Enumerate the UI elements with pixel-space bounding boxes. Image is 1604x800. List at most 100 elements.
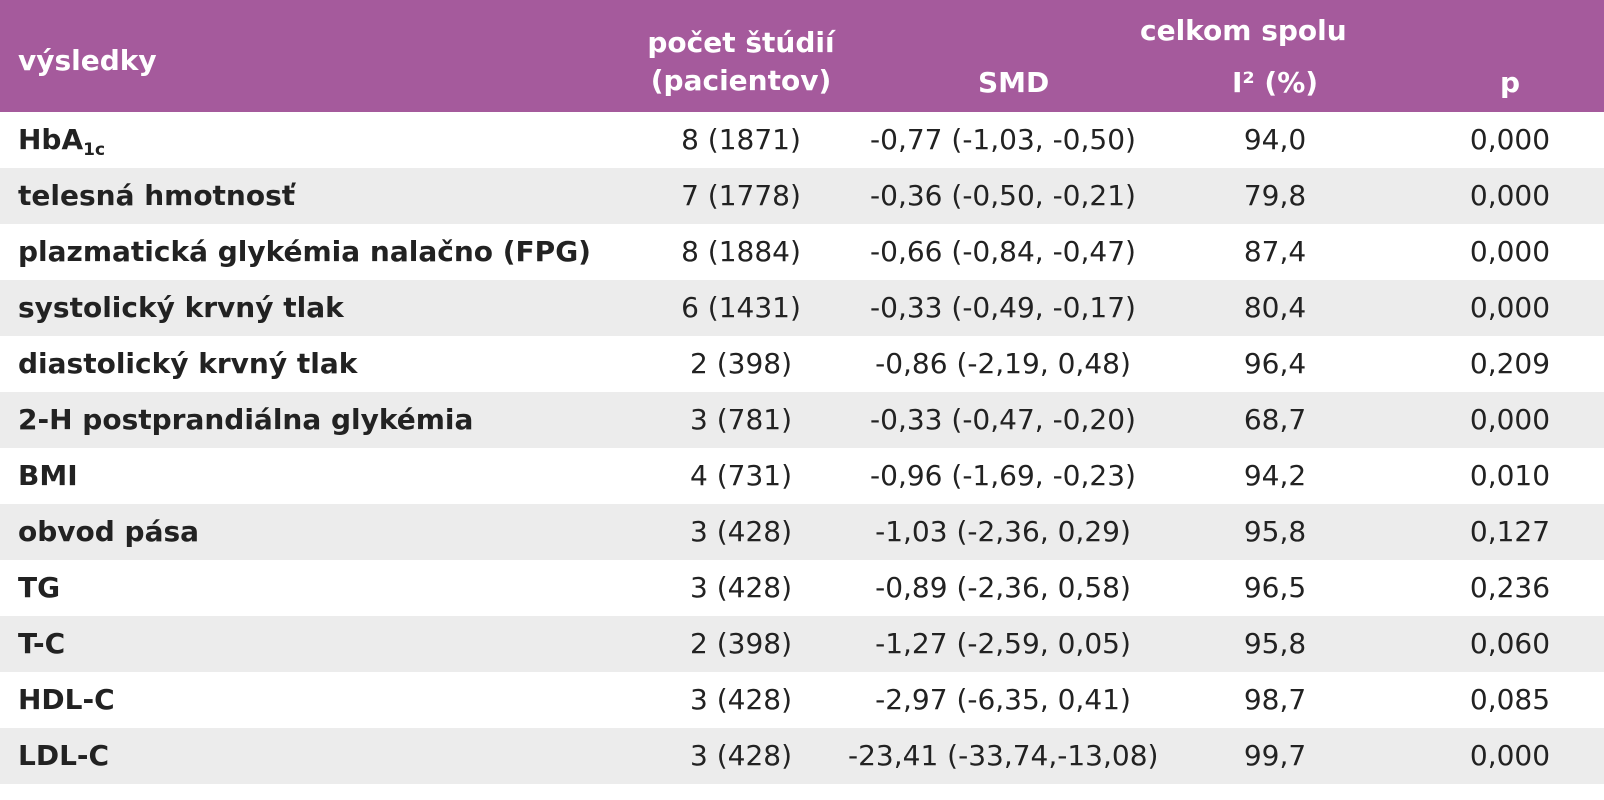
cell-i2-text: 94,0 — [1243, 123, 1307, 156]
cell-smd: -0,66 (-0,84, -0,47) — [848, 224, 1158, 280]
cell-outcome-text: TG — [18, 571, 61, 604]
cell-smd: -23,41 (-33,74,-13,08) — [848, 728, 1158, 784]
cell-outcome-text: obvod pása — [18, 515, 200, 548]
outcome-subscript: 1c — [83, 140, 106, 160]
cell-study-count-text: 7 (1778) — [681, 179, 801, 212]
cell-i2: 79,8 — [1195, 168, 1355, 224]
cell-study-count: 8 (1871) — [636, 112, 846, 168]
cell-outcome: HbA1c — [18, 112, 105, 168]
cell-i2: 96,4 — [1195, 336, 1355, 392]
cell-smd-text: -0,89 (-2,36, 0,58) — [875, 571, 1131, 604]
cell-outcome-text: LDL-C — [18, 739, 110, 772]
cell-smd: -1,03 (-2,36, 0,29) — [848, 504, 1158, 560]
cell-outcome-text: HbA — [18, 123, 84, 156]
cell-smd-text: -0,77 (-1,03, -0,50) — [870, 123, 1136, 156]
cell-p-value-text: 0,000 — [1469, 123, 1551, 156]
table-row: obvod pása 3 (428) -1,03 (-2,36, 0,29) 95,8… — [0, 504, 1604, 560]
cell-smd: -0,96 (-1,69, -0,23) — [848, 448, 1158, 504]
cell-i2-text: 98,7 — [1243, 683, 1307, 716]
cell-p-value: 0,209 — [1430, 336, 1590, 392]
cell-smd: -0,33 (-0,49, -0,17) — [848, 280, 1158, 336]
cell-outcome: diastolický krvný tlak — [18, 336, 357, 392]
cell-smd-text: -23,41 (-33,74,-13,08) — [848, 739, 1159, 772]
table-row: HDL-C 3 (428) -2,97 (-6,35, 0,41) 98,7 0,085 — [0, 672, 1604, 728]
cell-study-count-text: 2 (398) — [689, 627, 792, 660]
cell-study-count: 8 (1884) — [636, 224, 846, 280]
cell-smd-text: -2,97 (-6,35, 0,41) — [875, 683, 1131, 716]
cell-outcome-text: telesná hmotnosť — [18, 179, 296, 212]
cell-outcome: plazmatická glykémia nalačno (FPG) — [18, 224, 591, 280]
cell-study-count: 3 (428) — [636, 728, 846, 784]
cell-study-count: 7 (1778) — [636, 168, 846, 224]
cell-outcome: HDL-C — [18, 672, 115, 728]
table-row: telesná hmotnosť 7 (1778) -0,36 (-0,50, -0… — [0, 168, 1604, 224]
header-i2: I² (%) — [1232, 66, 1319, 99]
cell-i2: 95,8 — [1195, 616, 1355, 672]
cell-outcome: BMI — [18, 448, 78, 504]
cell-study-count: 3 (428) — [636, 560, 846, 616]
cell-p-value-text: 0,236 — [1469, 571, 1551, 604]
cell-outcome: telesná hmotnosť — [18, 168, 295, 224]
cell-study-count-text: 3 (428) — [689, 515, 792, 548]
cell-p-value-text: 0,000 — [1469, 291, 1551, 324]
cell-i2: 80,4 — [1195, 280, 1355, 336]
cell-smd: -2,97 (-6,35, 0,41) — [848, 672, 1158, 728]
cell-smd-text: -0,66 (-0,84, -0,47) — [870, 235, 1136, 268]
cell-i2-text: 95,8 — [1243, 515, 1307, 548]
cell-study-count: 2 (398) — [636, 336, 846, 392]
cell-i2: 68,7 — [1195, 392, 1355, 448]
cell-smd-text: -1,03 (-2,36, 0,29) — [875, 515, 1131, 548]
cell-study-count: 3 (428) — [636, 672, 846, 728]
cell-smd: -0,86 (-2,19, 0,48) — [848, 336, 1158, 392]
table-row: diastolický krvný tlak 2 (398) -0,86 (-2,1… — [0, 336, 1604, 392]
cell-smd-text: -0,36 (-0,50, -0,21) — [870, 179, 1136, 212]
table-row: BMI 4 (731) -0,96 (-1,69, -0,23) 94,2 0,010 — [0, 448, 1604, 504]
cell-smd: -0,36 (-0,50, -0,21) — [848, 168, 1158, 224]
cell-i2-text: 79,8 — [1243, 179, 1307, 212]
cell-study-count-text: 3 (428) — [689, 571, 792, 604]
cell-i2: 98,7 — [1195, 672, 1355, 728]
header-outcome: výsledky — [18, 44, 157, 77]
table-row: HbA1c 8 (1871) -0,77 (-1,03, -0,50) 94,0 0,0… — [0, 112, 1604, 168]
table-row: 2-H postprandiálna glykémia 3 (781) -0,33 … — [0, 392, 1604, 448]
cell-i2: 94,0 — [1195, 112, 1355, 168]
cell-outcome-text: systolický krvný tlak — [18, 291, 344, 324]
cell-p-value: 0,000 — [1430, 168, 1590, 224]
cell-p-value: 0,010 — [1430, 448, 1590, 504]
cell-p-value-text: 0,209 — [1469, 347, 1551, 380]
header-count-line1: počet štúdií — [647, 26, 835, 59]
cell-outcome: obvod pása — [18, 504, 199, 560]
cell-p-value-text: 0,060 — [1469, 627, 1551, 660]
table-row: TG 3 (428) -0,89 (-2,36, 0,58) 96,5 0,236 — [0, 560, 1604, 616]
cell-i2: 96,5 — [1195, 560, 1355, 616]
cell-study-count-text: 3 (428) — [689, 739, 792, 772]
cell-outcome-text: T-C — [18, 627, 66, 660]
cell-smd-text: -1,27 (-2,59, 0,05) — [875, 627, 1131, 660]
header-p: p — [1500, 66, 1521, 99]
cell-i2-text: 94,2 — [1243, 459, 1307, 492]
cell-study-count: 3 (781) — [636, 392, 846, 448]
cell-i2-text: 96,5 — [1243, 571, 1307, 604]
table-row: T-C 2 (398) -1,27 (-2,59, 0,05) 95,8 0,060 — [0, 616, 1604, 672]
cell-p-value: 0,060 — [1430, 616, 1590, 672]
cell-p-value-text: 0,127 — [1469, 515, 1551, 548]
cell-p-value: 0,000 — [1430, 392, 1590, 448]
cell-outcome: 2-H postprandiálna glykémia — [18, 392, 473, 448]
cell-p-value: 0,085 — [1430, 672, 1590, 728]
cell-p-value: 0,236 — [1430, 560, 1590, 616]
cell-study-count: 6 (1431) — [636, 280, 846, 336]
cell-study-count-text: 3 (781) — [689, 403, 792, 436]
cell-i2-text: 95,8 — [1243, 627, 1307, 660]
cell-outcome-text: HDL-C — [18, 683, 115, 716]
cell-p-value-text: 0,000 — [1469, 739, 1551, 772]
cell-outcome-text: 2-H postprandiálna glykémia — [18, 403, 474, 436]
cell-study-count: 3 (428) — [636, 504, 846, 560]
cell-i2: 87,4 — [1195, 224, 1355, 280]
cell-outcome-text: diastolický krvný tlak — [18, 347, 358, 380]
cell-study-count-text: 8 (1871) — [681, 123, 801, 156]
cell-p-value: 0,000 — [1430, 224, 1590, 280]
cell-p-value-text: 0,010 — [1469, 459, 1551, 492]
cell-smd-text: -0,33 (-0,49, -0,17) — [870, 291, 1136, 324]
cell-p-value: 0,000 — [1430, 112, 1590, 168]
